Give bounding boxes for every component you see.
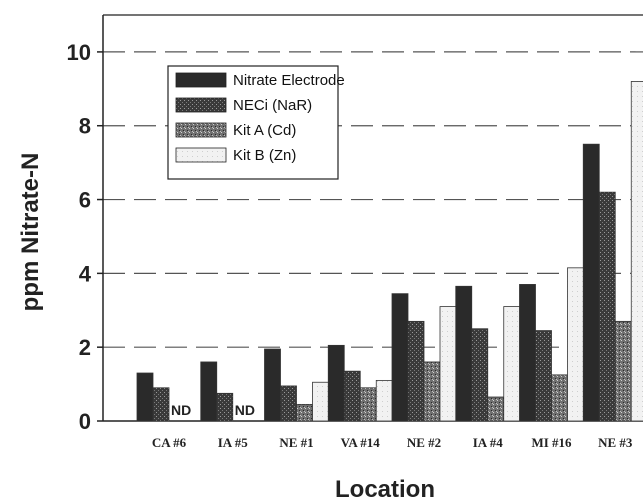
category-label-7: NE #3 <box>598 435 633 450</box>
bar-ia4-s0 <box>455 285 473 422</box>
x-axis-title: Location <box>335 476 435 503</box>
bar-ia4-s3 <box>503 306 521 422</box>
category-label-0: CA #6 <box>152 435 187 450</box>
bar-mi16-s3 <box>567 267 584 422</box>
legend-label-2: Kit A (Cd) <box>233 122 296 139</box>
legend-label-0: Nitrate Electrode <box>233 72 345 89</box>
bar-ne1-s1 <box>280 385 297 422</box>
legend-label-3: Kit B (Zn) <box>233 147 296 164</box>
bar-ne2-s0 <box>391 293 409 422</box>
bar-ia5-s1 <box>216 392 234 422</box>
y-tick-label-5: 10 <box>67 40 91 65</box>
legend-swatch-2 <box>175 122 227 138</box>
bar-va14-s2 <box>359 387 377 422</box>
bar-mi16-s1 <box>535 330 552 422</box>
y-tick-label-1: 2 <box>79 335 91 360</box>
y-tick-label-3: 6 <box>79 188 91 213</box>
bar-marks <box>136 81 643 422</box>
category-label-2: NE #1 <box>279 435 313 450</box>
legend-swatch-1 <box>175 97 227 113</box>
bar-ca6-s1 <box>152 387 170 422</box>
y-axis-title: ppm Nitrate-N <box>17 153 44 312</box>
legend-swatch-3 <box>175 147 227 163</box>
bar-ne2-s1 <box>407 320 425 422</box>
bar-ia4-s1 <box>471 328 489 422</box>
bar-ne3-s3 <box>630 81 643 422</box>
nd-annotation-1: ND <box>235 402 255 418</box>
legend-swatch-0 <box>175 72 227 88</box>
bar-mi16-s2 <box>551 374 568 422</box>
category-label-1: IA #5 <box>218 435 248 450</box>
bar-va14-s1 <box>343 370 361 422</box>
gridlines <box>103 51 643 348</box>
y-tick-label-2: 4 <box>79 261 92 286</box>
legend-label-1: NECi (NaR) <box>233 97 312 114</box>
nd-annotation-0: ND <box>171 402 191 418</box>
category-label-3: VA #14 <box>341 435 381 450</box>
x-category-labels: CA #6 IA #5 NE #1 VA #14 NE #2 IA #4 MI #16 NE … <box>152 435 633 450</box>
bar-ne3-s1 <box>598 191 616 422</box>
bar-ne1-s2 <box>296 403 313 422</box>
y-tick-labels: 0 2 4 6 8 10 <box>67 40 92 434</box>
bar-ia4-s2 <box>487 396 505 422</box>
bar-ne3-s0 <box>582 143 600 422</box>
y-tick-label-0: 0 <box>79 409 91 434</box>
bar-ca6-s0 <box>136 372 154 422</box>
bar-ne1-s3 <box>312 381 329 422</box>
bar-ia5-s0 <box>200 361 218 422</box>
category-label-4: NE #2 <box>407 435 441 450</box>
legend: Nitrate Electrode NECi (NaR) Kit A (Cd) Kit… <box>167 65 345 180</box>
bar-ne2-s3 <box>439 306 457 422</box>
y-tick-label-4: 8 <box>79 114 91 139</box>
bar-mi16-s0 <box>519 284 536 422</box>
bar-va14-s0 <box>327 344 345 422</box>
bar-ne2-s2 <box>423 361 441 422</box>
bar-va14-s3 <box>375 379 393 422</box>
category-label-5: IA #4 <box>473 435 503 450</box>
nd-annotations: ND ND <box>171 402 255 418</box>
bar-ne1-s0 <box>264 348 281 422</box>
category-label-6: MI #16 <box>531 435 572 450</box>
bar-ne3-s2 <box>614 320 632 422</box>
